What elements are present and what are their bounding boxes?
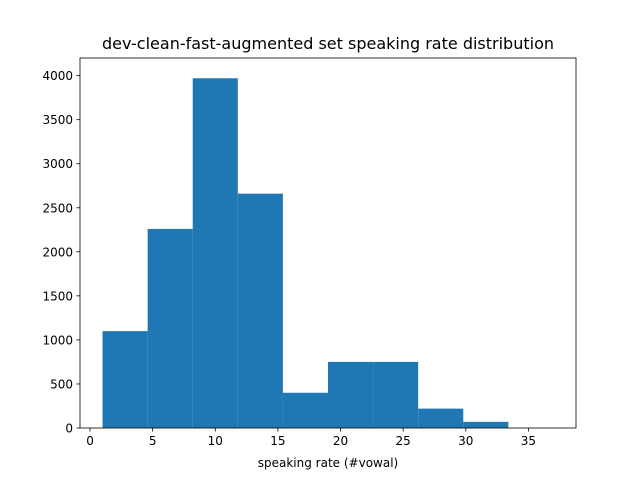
histogram-bar (102, 331, 148, 428)
x-tick-label: 15 (270, 434, 285, 448)
y-tick-label: 1000 (42, 333, 73, 347)
y-tick-label: 0 (65, 422, 73, 436)
histogram-bar (237, 193, 283, 428)
x-axis-ticks: 0 5 10 15 20 25 30 35 (86, 428, 536, 448)
y-tick-label: 2000 (42, 245, 73, 259)
x-tick-label: 5 (149, 434, 157, 448)
histogram-bar (373, 361, 419, 428)
bars-group (102, 78, 509, 428)
x-tick-label: 35 (521, 434, 536, 448)
y-tick-label: 3500 (42, 113, 73, 127)
histogram-bar (192, 78, 238, 428)
x-tick-label: 0 (86, 434, 94, 448)
x-tick-label: 30 (458, 434, 473, 448)
y-tick-label: 3000 (42, 157, 73, 171)
y-tick-label: 1500 (42, 289, 73, 303)
chart-title: dev-clean-fast-augmented set speaking ra… (102, 34, 554, 53)
x-tick-label: 25 (396, 434, 411, 448)
y-tick-label: 4000 (42, 69, 73, 83)
histogram-bar (418, 408, 464, 428)
plot-area-frame (79, 57, 577, 429)
x-tick-label: 10 (208, 434, 223, 448)
histogram-bar (463, 421, 509, 428)
histogram-bar (328, 361, 374, 428)
y-tick-label: 2500 (42, 201, 73, 215)
histogram-bar (282, 392, 328, 428)
y-tick-label: 500 (50, 377, 73, 391)
x-tick-label: 20 (333, 434, 348, 448)
x-axis-label: speaking rate (#vowal) (258, 456, 398, 470)
histogram-bar (147, 228, 193, 428)
y-axis-ticks: 0 500 1000 1500 2000 2500 3000 3500 4000 (42, 69, 80, 436)
